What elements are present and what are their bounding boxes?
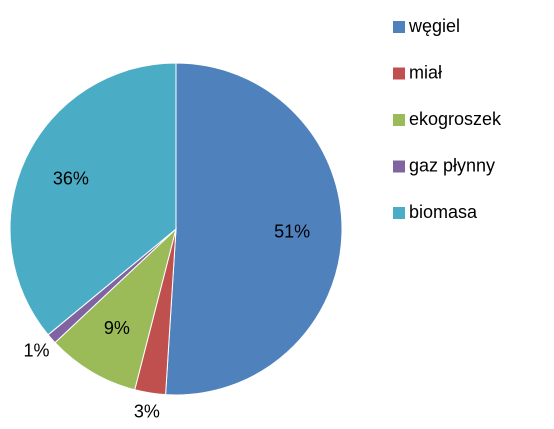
legend-label: węgiel — [408, 16, 460, 36]
legend-label: miał — [409, 62, 442, 82]
data-label: 3% — [134, 401, 160, 421]
pie-slice — [9, 62, 177, 336]
legend-swatch — [393, 160, 405, 173]
legend-label: gaz płynny — [409, 155, 495, 175]
data-label: 36% — [53, 168, 89, 188]
data-label: 9% — [104, 318, 130, 338]
legend-swatch — [393, 207, 405, 219]
legend-label: ekogroszek — [409, 109, 502, 129]
data-label: 1% — [24, 341, 50, 361]
legend-label: biomasa — [409, 202, 478, 222]
data-label: 51% — [274, 221, 310, 241]
legend-swatch — [393, 67, 405, 80]
legend-swatch — [393, 114, 405, 126]
pie-slice — [54, 227, 177, 391]
pie-slice — [165, 62, 343, 396]
legend-swatch — [393, 21, 405, 33]
